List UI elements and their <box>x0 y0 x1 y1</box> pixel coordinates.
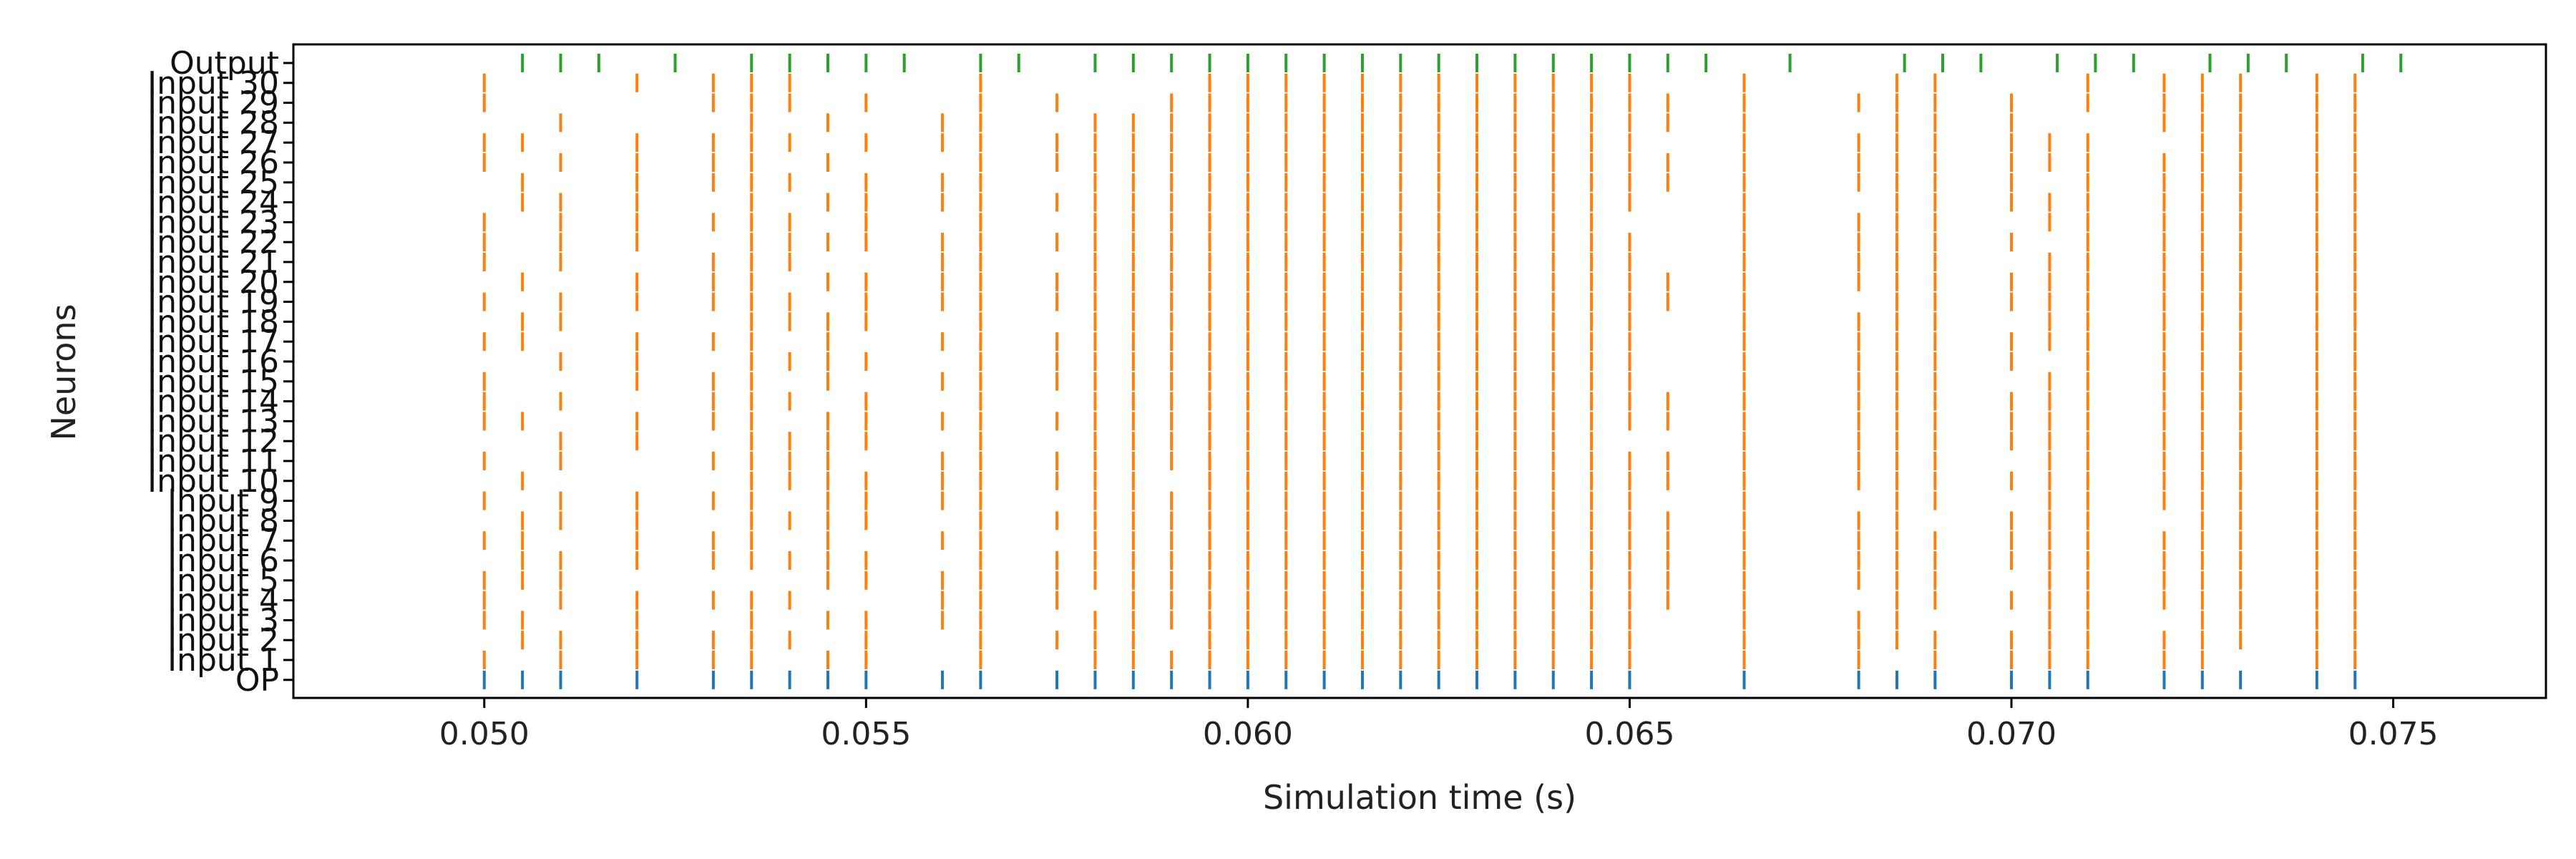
row-label: Input 22 <box>147 224 279 261</box>
row-label: Input 20 <box>147 264 279 301</box>
row-label: Input 17 <box>147 324 279 360</box>
row-label: Input 3 <box>167 602 279 639</box>
x-tick-label: 0.055 <box>821 716 911 752</box>
spike-marks <box>482 54 2403 689</box>
x-tick-label: 0.065 <box>1584 716 1674 752</box>
row-label: Input 5 <box>167 563 279 599</box>
x-axis: 0.050 0.055 0.060 0.065 0.070 0.075 <box>439 698 2439 752</box>
row-label: Input 2 <box>167 622 279 659</box>
row-label: Input 16 <box>147 344 279 380</box>
row-label: Input 24 <box>147 185 279 221</box>
x-tick-label: 0.060 <box>1203 716 1293 752</box>
row-label: Input 21 <box>147 244 279 281</box>
x-tick-label: 0.050 <box>439 716 530 752</box>
row-label: Input 15 <box>147 364 279 400</box>
row-label: Output <box>170 45 279 82</box>
row-label: Input 6 <box>167 543 279 579</box>
row-label: Input 10 <box>147 463 279 500</box>
row-label: Input 28 <box>147 105 279 141</box>
row-label: Input 25 <box>147 165 279 201</box>
row-label: Input 14 <box>147 384 279 420</box>
row-label: Input 7 <box>167 523 279 559</box>
row-label: Input 19 <box>147 284 279 321</box>
plot-area <box>292 43 2547 699</box>
row-label: Input 13 <box>147 403 279 440</box>
x-axis-title: Simulation time (s) <box>1263 778 1576 817</box>
row-label: Input 30 <box>147 65 279 102</box>
row-label: Input 4 <box>167 583 279 619</box>
row-label: OP <box>235 662 279 699</box>
row-label: Input 1 <box>167 642 279 679</box>
y-axis-title: Neurons <box>44 304 83 440</box>
x-tick-label: 0.075 <box>2348 716 2439 752</box>
row-label: Input 18 <box>147 304 279 340</box>
row-label: Input 26 <box>147 145 279 181</box>
row-label: Input 11 <box>147 443 279 480</box>
row-label: Input 12 <box>147 423 279 460</box>
row-label: Input 23 <box>147 204 279 241</box>
row-label: Input 29 <box>147 85 279 122</box>
x-tick-label: 0.070 <box>1966 716 2057 752</box>
row-label: Input 27 <box>147 125 279 161</box>
row-label: Input 8 <box>167 503 279 539</box>
row-label: Input 9 <box>167 483 279 520</box>
